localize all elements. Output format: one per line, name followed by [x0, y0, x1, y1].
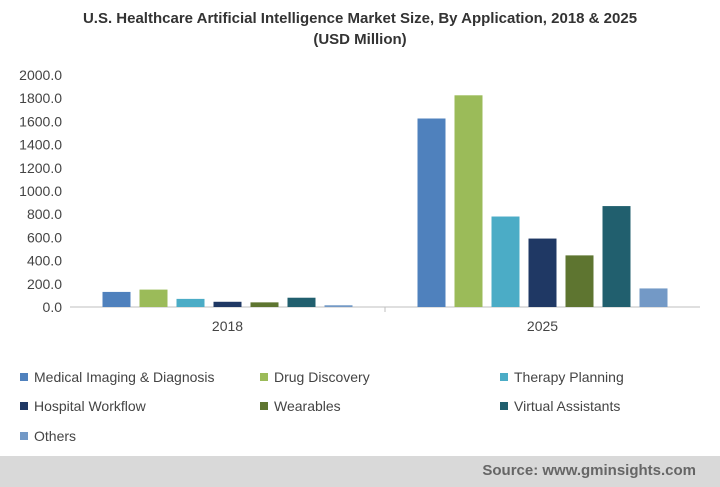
- legend-item: Virtual Assistants: [500, 397, 710, 415]
- y-tick-label: 0.0: [43, 299, 63, 315]
- y-tick-label: 600.0: [27, 229, 62, 245]
- bar: [528, 238, 557, 307]
- y-tick-label: 1800.0: [19, 90, 62, 106]
- y-tick-label: 1200.0: [19, 160, 62, 176]
- x-tick-label: 2025: [527, 318, 558, 334]
- legend-swatch: [260, 402, 268, 411]
- legend-label: Medical Imaging & Diagnosis: [34, 369, 215, 385]
- bar: [602, 206, 631, 307]
- legend-swatch: [20, 431, 28, 440]
- legend-item: Others: [20, 427, 260, 445]
- legend-swatch: [260, 373, 268, 381]
- bar: [324, 305, 353, 307]
- y-tick-label: 800.0: [27, 206, 62, 222]
- footer: Source: www.gminsights.com: [0, 456, 720, 487]
- chart-title: U.S. Healthcare Artificial Intelligence …: [0, 8, 720, 50]
- legend-label: Others: [34, 427, 77, 444]
- bars: [102, 95, 668, 307]
- bar-chart: 0.0 200.0 400.0 600.0 800.0 1000.0 1200.0 1400.…: [19, 67, 700, 334]
- legend-swatch: [20, 373, 28, 381]
- y-tick-label: 1600.0: [19, 113, 62, 129]
- legend-label: Hospital Workflow: [34, 398, 146, 415]
- chart-title-line2: (USD Million): [313, 31, 407, 48]
- legend-item: Therapy Planning: [500, 368, 710, 386]
- y-tick-label: 1000.0: [19, 183, 62, 199]
- legend-swatch: [20, 402, 28, 411]
- bar: [139, 289, 168, 307]
- y-tick-label: 400.0: [27, 253, 62, 269]
- bar: [417, 118, 446, 307]
- y-tick-label: 2000.0: [19, 67, 62, 83]
- bar: [213, 301, 242, 307]
- bar: [102, 291, 131, 307]
- bar: [491, 216, 520, 307]
- bar: [250, 302, 279, 307]
- source-text: Source: www.gminsights.com: [482, 462, 696, 479]
- legend-swatch: [500, 373, 508, 381]
- legend-item: Hospital Workflow: [20, 397, 260, 415]
- legend-item: Wearables: [260, 397, 500, 415]
- legend: Medical Imaging & Diagnosis Drug Discover…: [20, 368, 710, 448]
- bar: [454, 95, 483, 307]
- y-tick-label: 1400.0: [19, 137, 62, 153]
- legend-label: Virtual Assistants: [514, 398, 621, 415]
- bar: [287, 297, 316, 307]
- bar: [565, 255, 594, 307]
- x-axis: 2018 2025: [70, 306, 700, 334]
- bar: [639, 288, 668, 307]
- x-tick-label: 2018: [212, 318, 243, 334]
- y-tick-label: 200.0: [27, 276, 62, 292]
- bar: [176, 298, 205, 307]
- legend-label: Drug Discovery: [274, 369, 370, 385]
- legend-label: Wearables: [274, 398, 341, 415]
- legend-swatch: [500, 402, 508, 411]
- legend-item: Drug Discovery: [260, 368, 500, 386]
- legend-label: Therapy Planning: [514, 369, 624, 385]
- chart-title-line1: U.S. Healthcare Artificial Intelligence …: [82, 10, 638, 27]
- y-axis: 0.0 200.0 400.0 600.0 800.0 1000.0 1200.0 1400.…: [19, 67, 62, 315]
- legend-item: Medical Imaging & Diagnosis: [20, 368, 260, 386]
